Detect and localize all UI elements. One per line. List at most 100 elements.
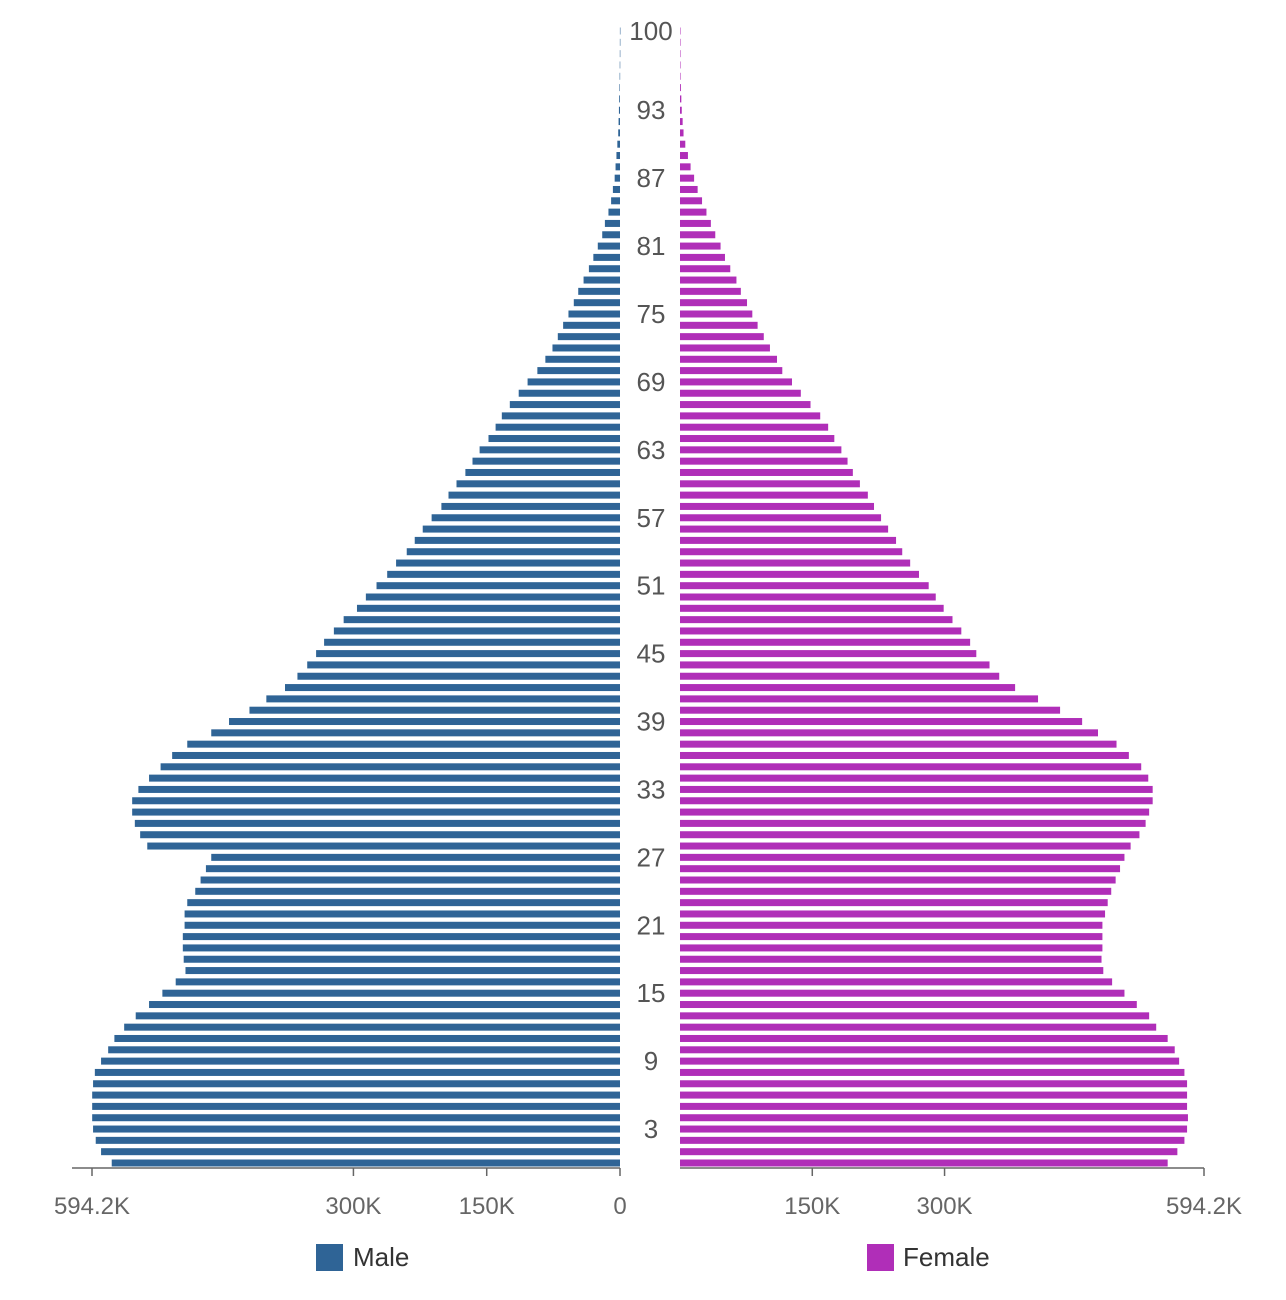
- male-bar-age-72[interactable]: [552, 344, 620, 352]
- male-bar-age-59[interactable]: [448, 491, 620, 499]
- male-bar-age-8[interactable]: [94, 1068, 620, 1076]
- female-bar-age-53[interactable]: [680, 559, 911, 567]
- female-bar-age-98[interactable]: [680, 50, 681, 58]
- female-bar-age-17[interactable]: [680, 967, 1104, 975]
- female-bar-age-72[interactable]: [680, 344, 770, 352]
- female-bar-age-62[interactable]: [680, 457, 848, 465]
- male-bar-age-54[interactable]: [406, 548, 620, 556]
- male-bar-age-64[interactable]: [488, 435, 620, 443]
- female-bar-age-86[interactable]: [680, 185, 698, 193]
- female-bar-age-48[interactable]: [680, 616, 953, 624]
- female-bar-age-26[interactable]: [680, 865, 1121, 873]
- female-bar-age-0[interactable]: [680, 1159, 1168, 1167]
- female-bar-age-92[interactable]: [680, 118, 683, 126]
- female-bar-age-30[interactable]: [680, 819, 1146, 827]
- female-bar-age-82[interactable]: [680, 231, 716, 239]
- male-bar-age-52[interactable]: [387, 570, 620, 578]
- male-bar-age-98[interactable]: [619, 50, 621, 58]
- male-bar-age-13[interactable]: [135, 1012, 620, 1020]
- male-bar-age-91[interactable]: [618, 129, 620, 137]
- male-bar-age-25[interactable]: [200, 876, 620, 884]
- female-bar-age-16[interactable]: [680, 978, 1113, 986]
- male-bar-age-74[interactable]: [563, 321, 620, 329]
- female-bar-age-59[interactable]: [680, 491, 868, 499]
- male-bar-age-19[interactable]: [182, 944, 620, 952]
- male-bar-age-3[interactable]: [93, 1125, 621, 1133]
- male-bar-age-11[interactable]: [114, 1034, 621, 1042]
- male-bar-age-81[interactable]: [597, 242, 620, 250]
- male-bar-age-89[interactable]: [616, 152, 620, 160]
- female-bar-age-93[interactable]: [680, 106, 682, 114]
- female-bar-age-58[interactable]: [680, 502, 875, 510]
- female-bar-age-78[interactable]: [680, 276, 737, 284]
- male-bar-age-32[interactable]: [132, 797, 621, 805]
- male-bar-age-6[interactable]: [92, 1091, 620, 1099]
- male-bar-age-20[interactable]: [182, 933, 620, 941]
- female-bar-age-31[interactable]: [680, 808, 1150, 816]
- female-bar-age-70[interactable]: [680, 367, 783, 375]
- female-bar-age-39[interactable]: [680, 718, 1083, 726]
- female-bar-age-21[interactable]: [680, 921, 1103, 929]
- male-bar-age-86[interactable]: [612, 185, 620, 193]
- male-bar-age-76[interactable]: [573, 299, 620, 307]
- female-bar-age-46[interactable]: [680, 638, 971, 646]
- male-bar-age-94[interactable]: [619, 95, 620, 103]
- female-bar-age-18[interactable]: [680, 955, 1102, 963]
- female-bar-age-13[interactable]: [680, 1012, 1150, 1020]
- male-bar-age-93[interactable]: [618, 106, 620, 114]
- female-bar-age-81[interactable]: [680, 242, 721, 250]
- male-bar-age-22[interactable]: [184, 910, 620, 918]
- female-bar-age-1[interactable]: [680, 1148, 1178, 1156]
- male-bar-age-40[interactable]: [249, 706, 620, 714]
- male-bar-age-44[interactable]: [307, 661, 620, 669]
- female-bar-age-69[interactable]: [680, 378, 792, 386]
- female-bar-age-99[interactable]: [680, 38, 681, 46]
- female-bar-age-74[interactable]: [680, 321, 758, 329]
- male-bar-age-80[interactable]: [593, 253, 620, 261]
- female-bar-age-4[interactable]: [680, 1114, 1188, 1122]
- male-bar-age-18[interactable]: [183, 955, 620, 963]
- male-bar-age-47[interactable]: [333, 627, 620, 635]
- legend-female-swatch[interactable]: [867, 1244, 894, 1271]
- female-bar-age-2[interactable]: [680, 1136, 1185, 1144]
- female-bar-age-90[interactable]: [680, 140, 686, 148]
- male-bar-age-69[interactable]: [527, 378, 620, 386]
- male-bar-age-70[interactable]: [537, 367, 620, 375]
- female-bar-age-77[interactable]: [680, 287, 741, 295]
- male-bar-age-58[interactable]: [441, 502, 620, 510]
- female-bar-age-67[interactable]: [680, 401, 811, 409]
- male-bar-age-50[interactable]: [365, 593, 620, 601]
- male-bar-age-71[interactable]: [545, 355, 620, 363]
- female-bar-age-97[interactable]: [680, 61, 681, 69]
- female-bar-age-37[interactable]: [680, 740, 1117, 748]
- male-bar-age-15[interactable]: [162, 989, 621, 997]
- female-bar-age-71[interactable]: [680, 355, 778, 363]
- male-bar-age-23[interactable]: [187, 899, 620, 907]
- female-bar-age-95[interactable]: [680, 84, 681, 92]
- female-bar-age-49[interactable]: [680, 604, 944, 612]
- male-bar-age-12[interactable]: [124, 1023, 621, 1031]
- male-bar-age-78[interactable]: [583, 276, 620, 284]
- male-bar-age-77[interactable]: [578, 287, 620, 295]
- male-bar-age-2[interactable]: [95, 1136, 621, 1144]
- male-bar-age-49[interactable]: [356, 604, 620, 612]
- female-bar-age-80[interactable]: [680, 253, 725, 261]
- female-bar-age-9[interactable]: [680, 1057, 1180, 1065]
- female-bar-age-100[interactable]: [680, 27, 681, 35]
- female-bar-age-19[interactable]: [680, 944, 1103, 952]
- female-bar-age-5[interactable]: [680, 1102, 1188, 1110]
- male-bar-age-21[interactable]: [184, 921, 620, 929]
- female-bar-age-29[interactable]: [680, 831, 1140, 839]
- male-bar-age-30[interactable]: [134, 819, 620, 827]
- male-bar-age-53[interactable]: [396, 559, 620, 567]
- male-bar-age-63[interactable]: [479, 446, 620, 454]
- male-bar-age-37[interactable]: [187, 740, 620, 748]
- male-bar-age-33[interactable]: [138, 785, 620, 793]
- male-bar-age-100[interactable]: [619, 27, 621, 35]
- female-bar-age-88[interactable]: [680, 163, 691, 171]
- female-bar-age-35[interactable]: [680, 763, 1142, 771]
- male-bar-age-92[interactable]: [618, 118, 620, 126]
- female-bar-age-25[interactable]: [680, 876, 1116, 884]
- male-bar-age-66[interactable]: [501, 412, 620, 420]
- female-bar-age-54[interactable]: [680, 548, 903, 556]
